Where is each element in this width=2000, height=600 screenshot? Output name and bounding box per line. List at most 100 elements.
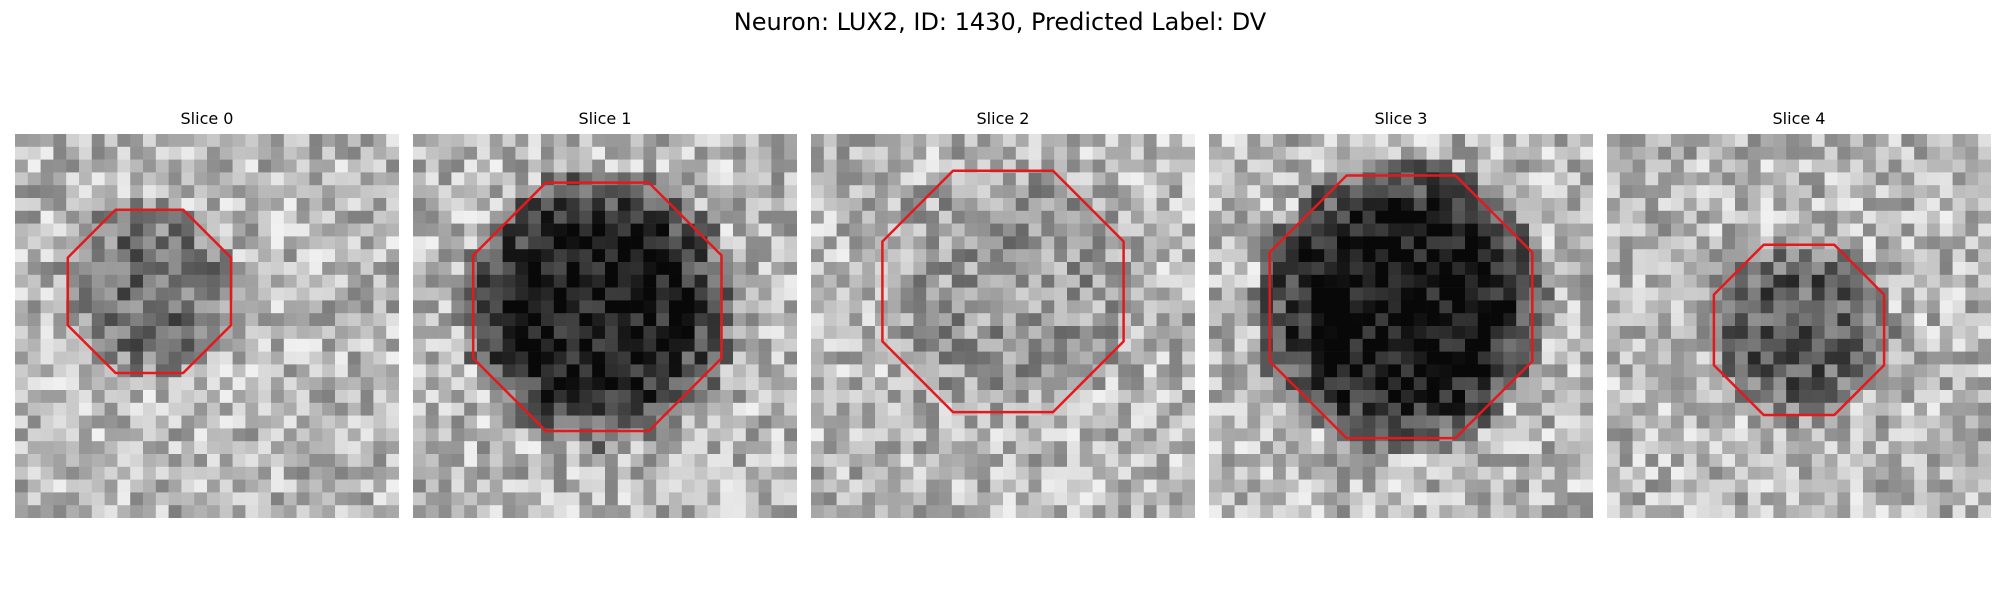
image-pixel [335, 492, 349, 506]
image-pixel [232, 236, 246, 250]
image-pixel [27, 338, 41, 352]
image-pixel [1260, 377, 1274, 391]
image-pixel [964, 300, 978, 314]
image-pixel [758, 172, 772, 186]
image-pixel [862, 326, 876, 340]
image-pixel [283, 492, 297, 506]
image-pixel [1413, 505, 1427, 518]
image-pixel [1683, 159, 1697, 173]
image-pixel [15, 287, 29, 301]
image-pixel [926, 262, 940, 276]
image-pixel [1285, 159, 1299, 173]
image-pixel [271, 300, 285, 314]
image-pixel [258, 441, 272, 455]
image-pixel [900, 428, 914, 442]
image-pixel [1234, 313, 1248, 327]
image-pixel [168, 428, 182, 442]
image-pixel [194, 262, 208, 276]
image-pixel [1490, 364, 1504, 378]
image-pixel [733, 428, 747, 442]
image-pixel [656, 492, 670, 506]
image-pixel [1786, 262, 1800, 276]
image-pixel [1015, 236, 1029, 250]
image-pixel [541, 351, 555, 365]
image-pixel [669, 492, 683, 506]
image-pixel [1786, 466, 1800, 480]
image-pixel [1722, 287, 1736, 301]
image-pixel [707, 198, 721, 212]
image-pixel [1375, 492, 1389, 506]
image-pixel [720, 300, 734, 314]
image-pixel [579, 351, 593, 365]
image-pixel [40, 338, 54, 352]
image-pixel [245, 505, 259, 518]
image-pixel [566, 313, 580, 327]
image-pixel [1811, 210, 1825, 224]
image-pixel [1619, 326, 1633, 340]
image-pixel [913, 134, 927, 148]
image-pixel [1978, 249, 1991, 263]
image-pixel [1722, 313, 1736, 327]
image-pixel [1875, 492, 1889, 506]
image-pixel [1747, 390, 1761, 404]
image-pixel [143, 428, 157, 442]
image-pixel [143, 441, 157, 455]
image-pixel [53, 274, 67, 288]
image-pixel [1888, 262, 1902, 276]
image-pixel [1118, 185, 1132, 199]
image-pixel [1182, 326, 1195, 340]
image-pixel [347, 134, 361, 148]
image-pixel [566, 185, 580, 199]
image-pixel [990, 274, 1004, 288]
image-pixel [1658, 390, 1672, 404]
image-pixel [579, 454, 593, 468]
image-pixel [1567, 262, 1581, 276]
image-pixel [296, 505, 310, 518]
image-pixel [1388, 159, 1402, 173]
image-pixel [1015, 134, 1029, 148]
image-pixel [1477, 274, 1491, 288]
image-pixel [1735, 236, 1749, 250]
image-pixel [296, 134, 310, 148]
image-pixel [1426, 505, 1440, 518]
image-pixel [1799, 466, 1813, 480]
image-pixel [579, 415, 593, 429]
image-pixel [771, 351, 785, 365]
image-pixel [258, 172, 272, 186]
image-pixel [1658, 505, 1672, 518]
image-pixel [168, 172, 182, 186]
image-pixel [579, 326, 593, 340]
image-pixel [1722, 402, 1736, 416]
image-pixel [1863, 454, 1877, 468]
image-pixel [1978, 287, 1991, 301]
image-pixel [1143, 134, 1157, 148]
image-pixel [181, 185, 195, 199]
image-pixel [130, 402, 144, 416]
image-pixel [438, 326, 452, 340]
image-pixel [79, 364, 93, 378]
image-pixel [1888, 479, 1902, 493]
image-pixel [745, 402, 759, 416]
image-pixel [875, 210, 889, 224]
image-pixel [617, 454, 631, 468]
image-pixel [1735, 146, 1749, 160]
image-pixel [1786, 364, 1800, 378]
image-pixel [117, 338, 131, 352]
image-pixel [425, 134, 439, 148]
image-pixel [438, 210, 452, 224]
image-pixel [1221, 146, 1235, 160]
image-pixel [1311, 262, 1325, 276]
image-pixel [258, 415, 272, 429]
image-pixel [296, 415, 310, 429]
image-pixel [1952, 351, 1966, 365]
image-pixel [425, 210, 439, 224]
image-pixel [745, 415, 759, 429]
image-pixel [1067, 492, 1081, 506]
image-pixel [515, 134, 529, 148]
image-pixel [1799, 172, 1813, 186]
image-pixel [181, 172, 195, 186]
image-pixel [1439, 466, 1453, 480]
image-pixel [1503, 428, 1517, 442]
image-pixel [1028, 172, 1042, 186]
slice-title: Slice 0 [180, 109, 234, 128]
